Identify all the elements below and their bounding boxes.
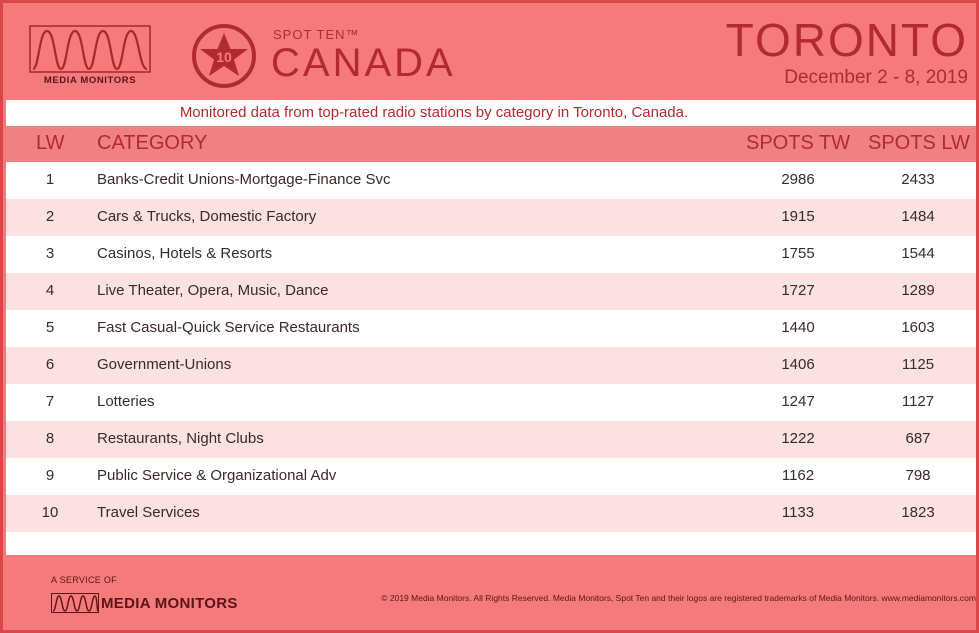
cell-lw: 2 — [45, 208, 55, 225]
cell-spots-lw: 1289 — [901, 282, 935, 299]
cell-category: Restaurants, Night Clubs — [97, 430, 264, 447]
cell-spots-tw: 1162 — [781, 467, 815, 484]
cell-category: Government-Unions — [97, 356, 232, 373]
table-row: 9 Public Service & Organizational Adv 11… — [6, 458, 976, 495]
cell-lw: 1 — [45, 171, 55, 188]
cell-spots-lw: 1127 — [901, 393, 935, 410]
cell-spots-tw: 1222 — [781, 430, 815, 447]
table-body: 1 Banks-Credit Unions-Mortgage-Finance S… — [6, 162, 976, 532]
cell-lw: 4 — [45, 282, 55, 299]
table-row: 7 Lotteries 1247 1127 — [6, 384, 976, 421]
cell-lw: 6 — [45, 356, 55, 373]
logo-text: MEDIA MONITORS — [43, 75, 137, 86]
cell-category: Cars & Trucks, Domestic Factory — [97, 208, 317, 225]
cell-lw: 7 — [45, 393, 55, 410]
cell-spots-tw: 1915 — [781, 208, 815, 225]
table-row: 8 Restaurants, Night Clubs 1222 687 — [6, 421, 976, 458]
cell-category: Banks-Credit Unions-Mortgage-Finance Svc — [97, 171, 391, 188]
badge-number: 10 — [216, 49, 232, 65]
cell-spots-tw: 2986 — [781, 171, 815, 188]
table-row: 6 Government-Unions 1406 1125 — [6, 347, 976, 384]
cell-spots-lw: 798 — [905, 467, 931, 484]
cell-spots-lw: 1484 — [901, 208, 935, 225]
cell-spots-lw: 1125 — [901, 356, 935, 373]
cell-spots-tw: 1133 — [781, 504, 815, 521]
data-panel: Monitored data from top-rated radio stat… — [6, 100, 976, 555]
header-category: CATEGORY — [97, 132, 208, 154]
cell-spots-tw: 1755 — [781, 245, 815, 262]
cell-category: Fast Casual-Quick Service Restaurants — [97, 319, 360, 336]
table-row: 2 Cars & Trucks, Domestic Factory 1915 1… — [6, 199, 976, 236]
cell-spots-tw: 1247 — [781, 393, 815, 410]
header: MEDIA MONITORS 10 SPOT TEN™ CANADA TORON… — [3, 3, 976, 98]
subtitle: Monitored data from top-rated radio stat… — [179, 104, 689, 121]
spot-ten-label: SPOT TEN™ — [273, 27, 360, 42]
cell-lw: 3 — [45, 245, 55, 262]
cell-category: Casinos, Hotels & Resorts — [97, 245, 273, 262]
cell-spots-lw: 687 — [905, 430, 931, 447]
cell-category: Public Service & Organizational Adv — [97, 467, 337, 484]
cell-lw: 8 — [45, 430, 55, 447]
cell-spots-tw: 1440 — [781, 319, 815, 336]
cell-lw: 5 — [45, 319, 55, 336]
header-lw: LW — [36, 132, 65, 154]
cell-spots-tw: 1727 — [781, 282, 815, 299]
cell-spots-lw: 1544 — [901, 245, 935, 262]
table-row: 4 Live Theater, Opera, Music, Dance 1727… — [6, 273, 976, 310]
table-header: LW CATEGORY SPOTS TW SPOTS LW — [6, 126, 976, 162]
cell-category: Lotteries — [97, 393, 155, 410]
cell-category: Travel Services — [97, 504, 200, 521]
footer: A SERVICE OF MEDIA MONITORS © 2019 Media… — [3, 555, 976, 630]
table-row: 3 Casinos, Hotels & Resorts 1755 1544 — [6, 236, 976, 273]
service-label: A SERVICE OF — [51, 575, 117, 585]
cell-spots-lw: 1603 — [901, 319, 935, 336]
media-monitors-logo: MEDIA MONITORS — [29, 25, 151, 87]
country-title: CANADA — [271, 41, 456, 85]
table-row: 5 Fast Casual-Quick Service Restaurants … — [6, 310, 976, 347]
waveform-logo-icon — [29, 25, 151, 73]
star-badge-icon: 10 — [192, 24, 256, 88]
cell-lw: 9 — [45, 467, 55, 484]
footer-media-monitors-logo: MEDIA MONITORS — [51, 593, 263, 615]
cell-spots-lw: 2433 — [901, 171, 935, 188]
header-spots-lw: SPOTS LW — [868, 132, 970, 154]
table-row: 10 Travel Services 1133 1823 — [6, 495, 976, 532]
date-range: December 2 - 8, 2019 — [784, 67, 968, 88]
table-row: 1 Banks-Credit Unions-Mortgage-Finance S… — [6, 162, 976, 199]
footer-logo-text: MEDIA MONITORS — [101, 595, 238, 612]
cell-spots-lw: 1823 — [901, 504, 935, 521]
cell-spots-tw: 1406 — [781, 356, 815, 373]
header-spots-tw: SPOTS TW — [746, 132, 851, 154]
footer-waveform-icon — [51, 593, 99, 613]
city-title: TORONTO — [725, 14, 968, 66]
spot-ten-badge: 10 — [191, 23, 257, 89]
cell-lw: 10 — [41, 504, 59, 521]
copyright-notice: © 2019 Media Monitors. All Rights Reserv… — [381, 593, 976, 603]
cell-category: Live Theater, Opera, Music, Dance — [97, 282, 329, 299]
